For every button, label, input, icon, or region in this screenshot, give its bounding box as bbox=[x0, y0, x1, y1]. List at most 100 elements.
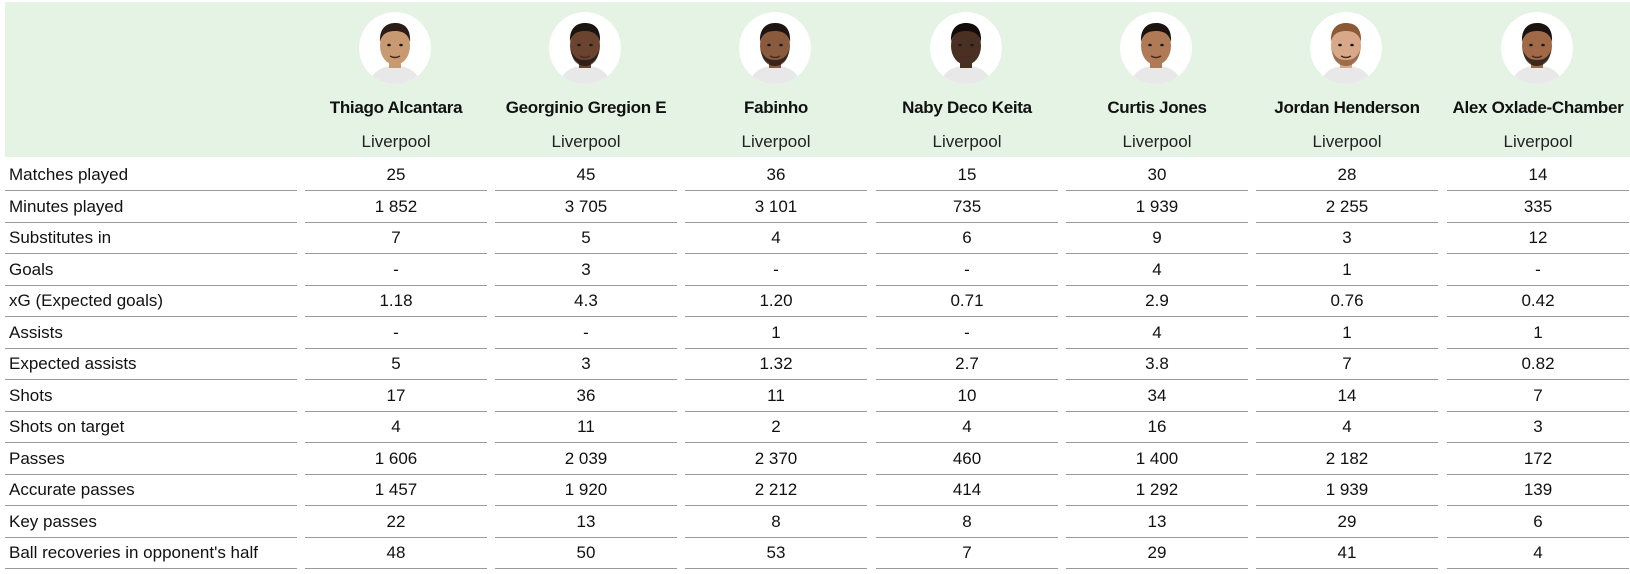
stat-cell: 14 bbox=[1447, 160, 1629, 191]
stat-value: 3 bbox=[581, 354, 591, 373]
stat-value: 36 bbox=[766, 165, 786, 184]
stat-cell: 4 bbox=[685, 223, 867, 254]
stat-cell: 1 bbox=[1447, 318, 1629, 349]
stat-cell: 12 bbox=[1447, 223, 1629, 254]
stat-value: 1 292 bbox=[1135, 480, 1179, 499]
cell-divider bbox=[876, 347, 1058, 349]
cell-divider bbox=[1447, 190, 1629, 191]
cell-divider bbox=[1066, 442, 1248, 443]
stat-value: 3 705 bbox=[564, 196, 608, 216]
stat-cell: 460 bbox=[876, 444, 1058, 475]
stat-label: Shots on target bbox=[9, 417, 125, 436]
stat-value: 0.71 bbox=[950, 291, 984, 310]
cell-divider bbox=[876, 410, 1058, 412]
cell-divider bbox=[305, 505, 487, 506]
stat-value: 1 852 bbox=[374, 196, 418, 216]
cell-divider bbox=[1447, 442, 1629, 443]
stat-value: 4 bbox=[1152, 259, 1162, 279]
stat-value: 9 bbox=[1152, 228, 1162, 247]
stat-value: 0.42 bbox=[1521, 291, 1555, 310]
stat-cell: - bbox=[876, 318, 1058, 349]
stat-cell: 3 bbox=[1447, 412, 1629, 443]
stat-value: 4 bbox=[962, 417, 972, 436]
player-team: Liverpool bbox=[932, 132, 1002, 151]
stat-cell: 48 bbox=[305, 538, 487, 569]
stat-cell: 2 212 bbox=[685, 475, 867, 506]
stat-value: 30 bbox=[1147, 165, 1167, 184]
stat-value: 34 bbox=[1147, 385, 1167, 405]
stat-value: 7 bbox=[391, 228, 401, 247]
player-name: Jordan Henderson bbox=[1274, 98, 1420, 117]
stat-value: 2 212 bbox=[754, 480, 798, 499]
cell-divider bbox=[1256, 221, 1438, 223]
player-headshot-icon bbox=[739, 12, 811, 84]
row-divider bbox=[5, 253, 297, 254]
cell-divider bbox=[1447, 253, 1629, 254]
stat-value: 2 370 bbox=[754, 448, 798, 468]
player-name: Curtis Jones bbox=[1107, 98, 1207, 117]
cell-divider bbox=[685, 284, 867, 286]
cell-divider bbox=[1066, 568, 1248, 569]
stat-cell: 4 bbox=[876, 412, 1058, 443]
stat-value: 25 bbox=[386, 165, 406, 184]
row-divider bbox=[5, 316, 297, 317]
stat-cell: 1 bbox=[685, 318, 867, 349]
stat-value: - bbox=[393, 322, 399, 342]
player-team: Liverpool bbox=[1312, 132, 1382, 151]
stat-cell: - bbox=[1447, 255, 1629, 286]
stat-value: 53 bbox=[766, 543, 786, 562]
cell-divider bbox=[495, 190, 677, 191]
cell-divider bbox=[1066, 221, 1248, 223]
cell-divider bbox=[1447, 473, 1629, 475]
stat-value: 1 606 bbox=[374, 448, 418, 468]
cell-divider bbox=[495, 536, 677, 538]
stat-cell: 25 bbox=[305, 160, 487, 191]
stat-value: 41 bbox=[1337, 543, 1357, 562]
cell-divider bbox=[1256, 536, 1438, 538]
stat-value: 3 bbox=[1342, 228, 1352, 247]
stat-cell: 36 bbox=[495, 381, 677, 412]
stat-value: 460 bbox=[952, 448, 982, 468]
stat-label: Key passes bbox=[9, 511, 97, 531]
cell-divider bbox=[876, 442, 1058, 443]
cell-divider bbox=[685, 536, 867, 538]
cell-divider bbox=[876, 379, 1058, 380]
stat-value: 13 bbox=[1147, 511, 1167, 531]
cell-divider bbox=[1256, 410, 1438, 412]
stat-value: - bbox=[773, 259, 779, 279]
stat-value: 1.32 bbox=[759, 354, 793, 373]
stat-row: Accurate passes 1 457 1 920 2 212 414 1 292 1 … bbox=[0, 475, 1630, 506]
stat-label: Accurate passes bbox=[9, 480, 135, 499]
stat-value: 29 bbox=[1147, 543, 1167, 562]
stat-cell: 4 bbox=[1447, 538, 1629, 569]
stat-cell: 36 bbox=[685, 160, 867, 191]
player-column-5: Curtis Jones Liverpool bbox=[1062, 2, 1252, 157]
cell-divider bbox=[305, 347, 487, 349]
player-team: Liverpool bbox=[1503, 132, 1573, 151]
stat-row: Assists - - 1 - 4 1 1 bbox=[0, 318, 1630, 349]
cell-divider bbox=[495, 505, 677, 506]
cell-divider bbox=[305, 379, 487, 380]
stat-cell: 1 939 bbox=[1066, 192, 1248, 223]
cell-divider bbox=[685, 347, 867, 349]
stat-row: Substitutes in 7 5 4 6 9 3 12 bbox=[0, 223, 1630, 254]
stat-value: 11 bbox=[767, 385, 785, 405]
stat-cell: 34 bbox=[1066, 381, 1248, 412]
row-divider bbox=[5, 284, 297, 286]
stat-cell: 4 bbox=[305, 412, 487, 443]
stat-value: 2 182 bbox=[1325, 448, 1369, 468]
stat-cell: 4 bbox=[1256, 412, 1438, 443]
cell-divider bbox=[1066, 536, 1248, 538]
cell-divider bbox=[305, 190, 487, 191]
stat-cell: 4 bbox=[1066, 318, 1248, 349]
stat-value: 3.8 bbox=[1145, 354, 1169, 373]
stat-cell: 1.18 bbox=[305, 286, 487, 317]
cell-divider bbox=[1066, 473, 1248, 475]
cell-divider bbox=[1256, 442, 1438, 443]
stat-value: 1 939 bbox=[1135, 196, 1179, 216]
stat-value: 4 bbox=[391, 417, 401, 436]
stat-value: 3 101 bbox=[754, 196, 798, 216]
stat-value: 17 bbox=[386, 385, 406, 405]
stat-cell: 1 292 bbox=[1066, 475, 1248, 506]
